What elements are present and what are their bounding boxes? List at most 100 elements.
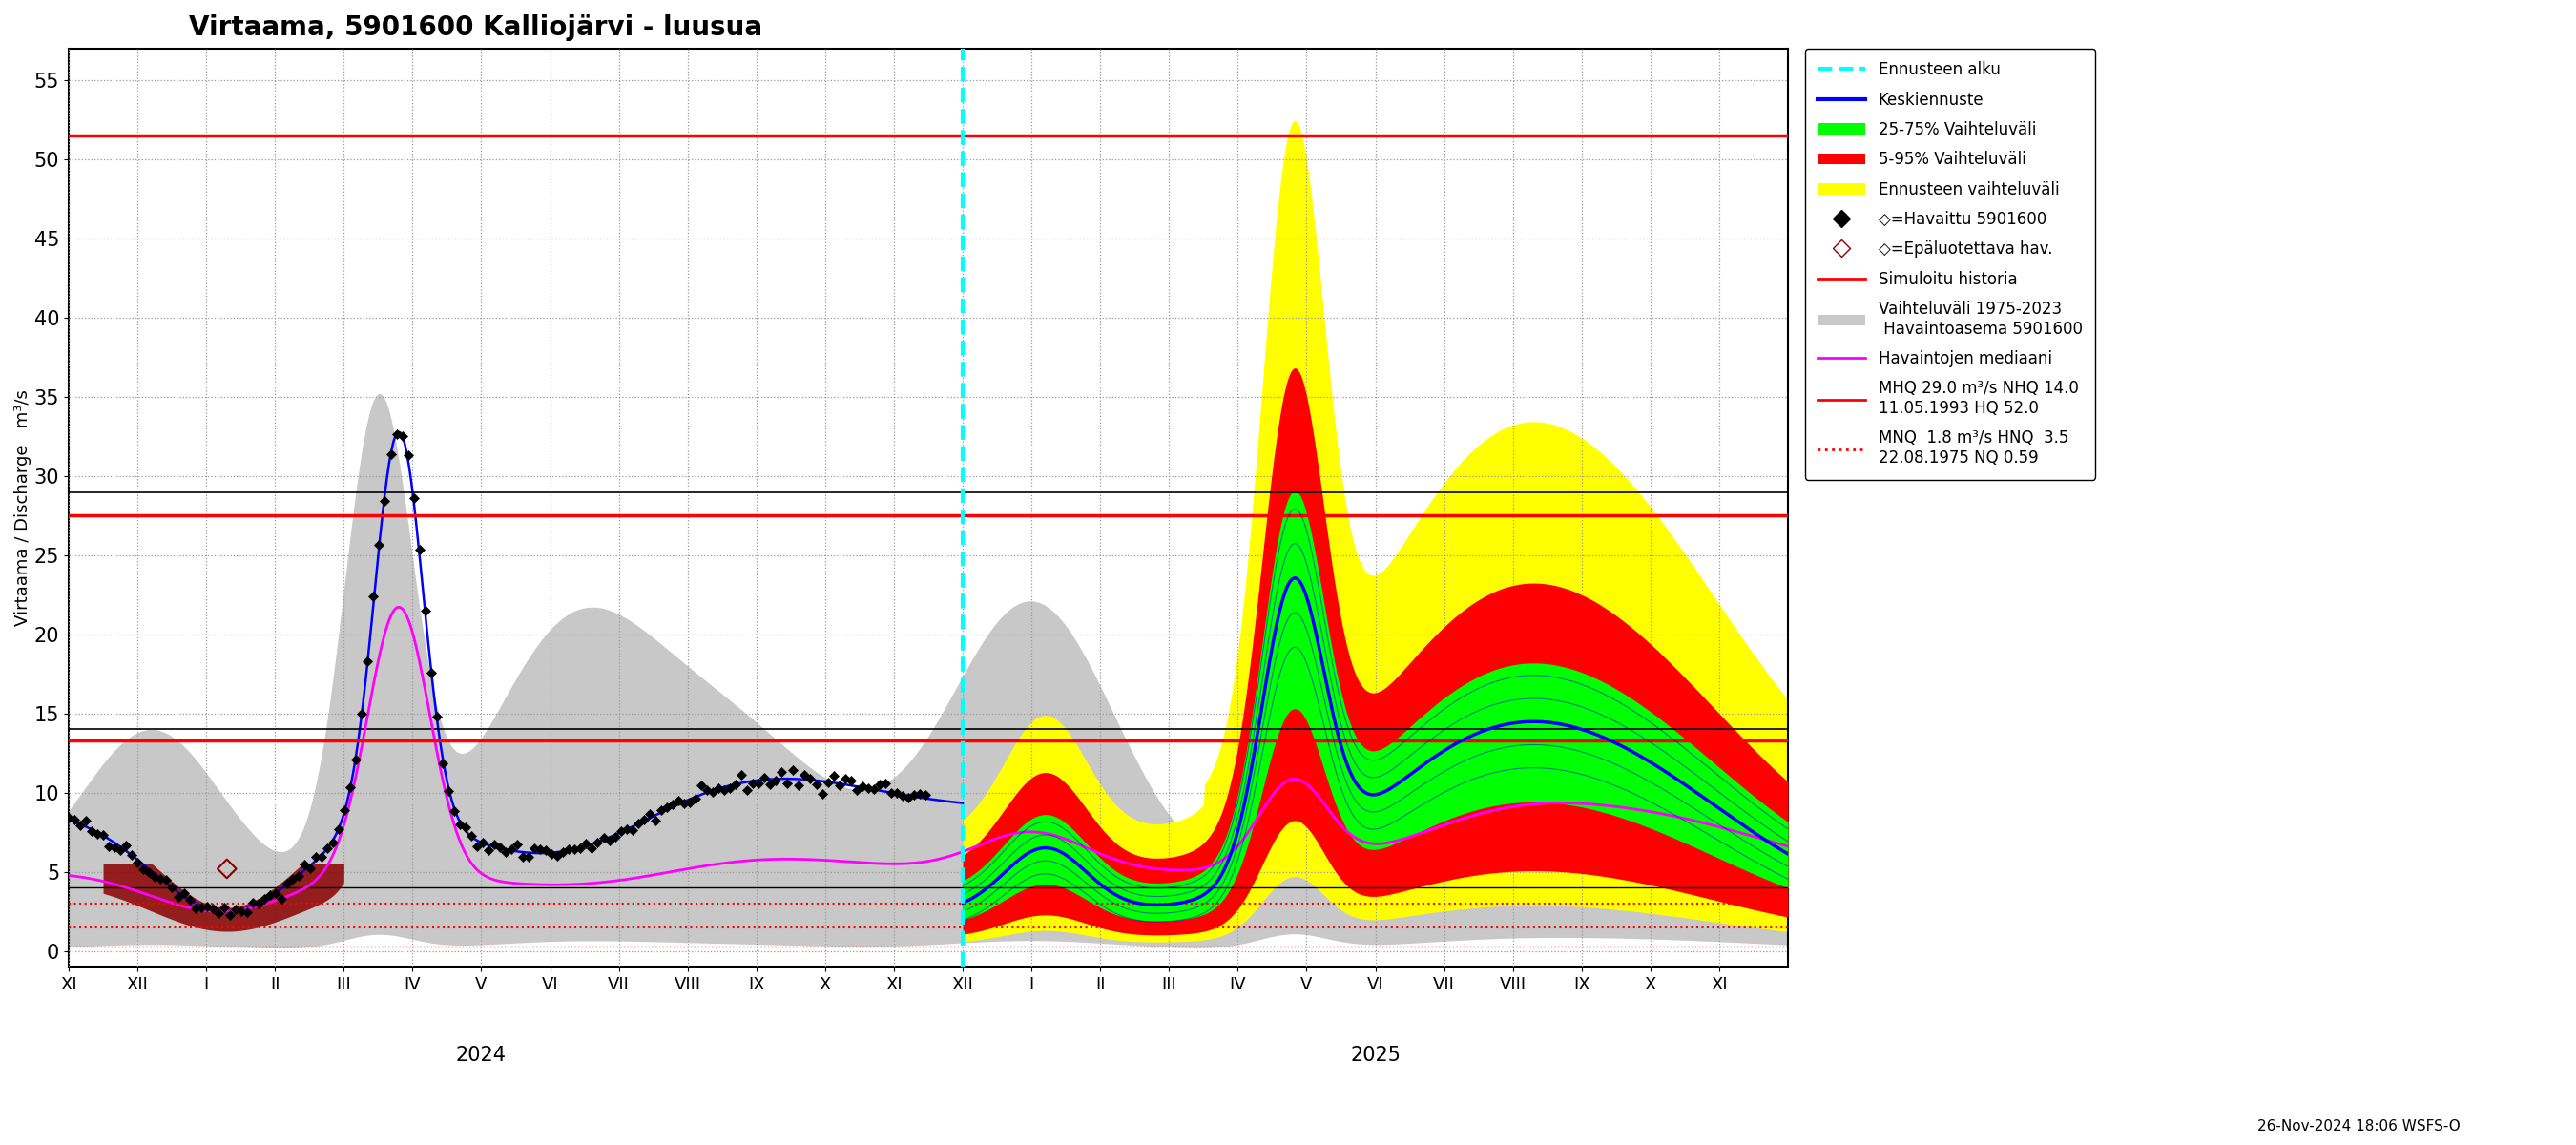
Point <box>348 653 389 671</box>
Point <box>330 777 371 796</box>
Point <box>899 784 940 803</box>
Point <box>358 536 399 554</box>
Point <box>417 708 459 726</box>
Point <box>819 776 860 795</box>
Point <box>456 838 497 856</box>
Point <box>461 832 502 851</box>
Point <box>726 781 768 799</box>
Point <box>335 751 376 769</box>
Point <box>204 898 245 916</box>
Point <box>567 835 608 853</box>
Point <box>363 491 404 510</box>
Point <box>559 839 600 858</box>
Point <box>438 815 479 834</box>
Point <box>124 860 165 878</box>
Point <box>889 789 930 807</box>
Point <box>82 826 124 844</box>
Point <box>492 840 533 859</box>
Point <box>289 860 330 878</box>
Point <box>526 840 567 859</box>
Point <box>755 772 796 790</box>
Point <box>474 836 515 854</box>
Point <box>139 870 180 889</box>
Point <box>422 753 464 772</box>
Point <box>170 891 211 909</box>
Point <box>428 781 469 799</box>
Point <box>232 893 273 911</box>
Point <box>801 784 842 803</box>
Point <box>180 899 222 917</box>
Point <box>520 840 562 859</box>
Point <box>245 890 286 908</box>
Point <box>572 839 613 858</box>
Point <box>376 425 417 443</box>
Point <box>209 906 250 924</box>
Point <box>866 774 907 792</box>
Point <box>343 704 384 722</box>
Point <box>513 839 554 858</box>
Point <box>791 769 832 788</box>
Point <box>536 846 577 864</box>
Point <box>394 489 435 507</box>
Text: Virtaama, 5901600 Kalliojärvi - luusua: Virtaama, 5901600 Kalliojärvi - luusua <box>188 14 762 41</box>
Point <box>760 763 801 781</box>
Point <box>806 774 848 792</box>
Point <box>72 822 113 840</box>
Point <box>100 842 142 860</box>
Point <box>665 793 706 812</box>
Point <box>750 775 791 793</box>
Point <box>842 777 884 796</box>
Point <box>278 867 319 885</box>
Text: 26-Nov-2024 18:06 WSFS-O: 26-Nov-2024 18:06 WSFS-O <box>2257 1120 2460 1134</box>
Point <box>858 775 899 793</box>
Point <box>814 767 855 785</box>
Point <box>273 870 314 889</box>
Point <box>319 820 361 838</box>
Point <box>507 847 549 866</box>
Point <box>191 899 232 917</box>
Point <box>835 781 876 799</box>
Point <box>469 840 510 859</box>
Point <box>675 790 716 808</box>
Point <box>250 886 291 905</box>
Point <box>824 769 866 788</box>
Point <box>611 821 652 839</box>
Point <box>531 845 572 863</box>
Text: 2025: 2025 <box>1350 1047 1401 1065</box>
Point <box>618 814 659 832</box>
Point <box>544 843 585 861</box>
Point <box>497 835 538 853</box>
Point <box>296 847 337 866</box>
Point <box>871 784 912 803</box>
Point <box>716 775 757 793</box>
Point <box>652 796 693 814</box>
Point <box>577 834 618 852</box>
Point <box>605 820 647 838</box>
Point <box>904 785 945 804</box>
Point <box>744 768 786 787</box>
Point <box>595 828 636 846</box>
Point <box>386 445 428 464</box>
Point <box>680 776 721 795</box>
Point <box>353 587 394 606</box>
Point <box>162 884 204 902</box>
Point <box>54 811 95 829</box>
Point <box>307 839 348 858</box>
Point <box>111 846 152 864</box>
Point <box>175 900 216 918</box>
Point <box>894 785 935 804</box>
Point <box>623 811 665 829</box>
Point <box>685 781 726 799</box>
Point <box>49 810 90 828</box>
Point <box>404 601 446 619</box>
Point <box>600 822 641 840</box>
Point <box>479 838 520 856</box>
Point <box>116 853 157 871</box>
Point <box>88 837 129 855</box>
Point <box>732 774 773 792</box>
Point <box>95 838 137 856</box>
Point <box>629 805 670 823</box>
Point <box>381 427 422 445</box>
Point <box>260 890 301 908</box>
Point <box>641 802 683 820</box>
